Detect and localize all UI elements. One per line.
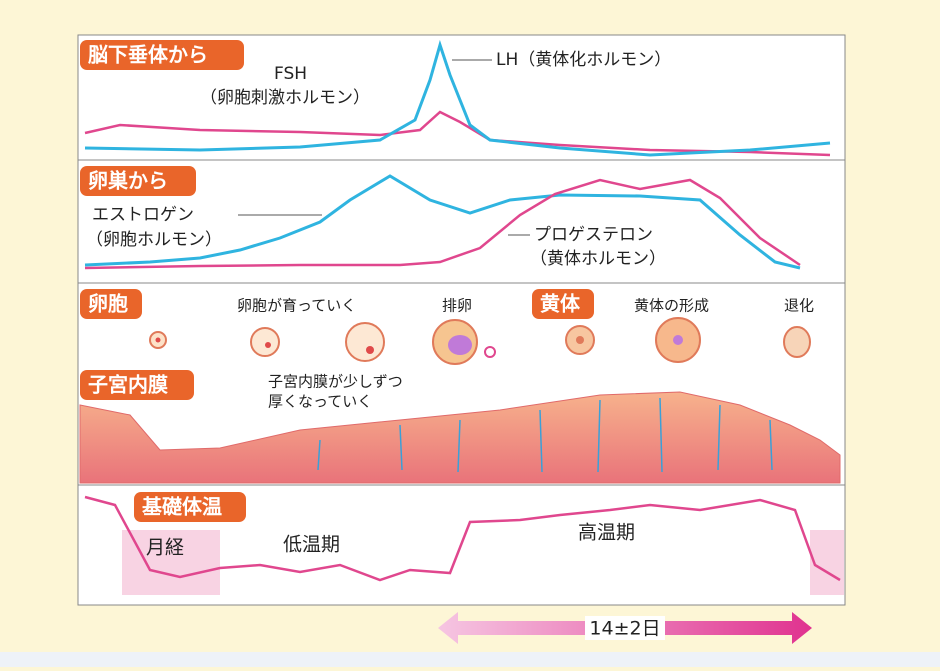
note: 厚くなっていく — [268, 393, 372, 411]
stage-label: 黄体の形成 — [634, 297, 709, 315]
hormone-sub: （卵胞刺激ホルモン） — [200, 88, 370, 108]
bottom-strip — [0, 652, 940, 667]
span-box — [585, 616, 665, 640]
hormone-label: プロゲステロン — [534, 225, 653, 245]
phase-label: 月経 — [146, 537, 184, 559]
hormone-sub: （黄体ホルモン） — [530, 249, 666, 269]
label-box — [80, 40, 244, 70]
stage-label: 卵胞が育っていく — [237, 297, 356, 315]
fsh-curve — [84, 110, 831, 157]
progesterone-curve — [84, 178, 801, 270]
phase-label: 低温期 — [283, 534, 340, 556]
label-box — [80, 370, 194, 400]
stage-label: 排卵 — [442, 297, 472, 315]
phase-label: 高温期 — [578, 522, 635, 544]
section-label: 脳下垂体から — [87, 43, 208, 67]
label-box — [134, 492, 246, 522]
label-box — [80, 289, 142, 319]
stage-label: 退化 — [784, 297, 814, 315]
temperature-curve — [84, 495, 841, 582]
vessels — [317, 397, 773, 473]
hormone-sub: （卵胞ホルモン） — [86, 230, 222, 250]
label-box — [532, 289, 594, 319]
section-label: 子宮内膜 — [88, 373, 168, 397]
label-box — [80, 166, 196, 196]
section-label: 卵巣から — [88, 169, 168, 193]
section-label: 基礎体温 — [142, 495, 222, 519]
hormone-label: FSH — [274, 64, 307, 84]
section-label: 卵胞 — [88, 292, 128, 316]
section-label: 黄体 — [540, 292, 581, 316]
menses-band — [122, 530, 220, 595]
dividers — [78, 159, 845, 486]
menses-band — [810, 530, 844, 595]
span-label: 14±2日 — [589, 618, 660, 640]
estrogen-curve — [84, 174, 801, 270]
follicle-icons — [149, 317, 811, 365]
lh-curve — [84, 39, 831, 157]
note: 子宮内膜が少しずつ — [268, 373, 403, 391]
hormone-label: LH（黄体化ホルモン） — [496, 50, 671, 70]
hormone-label: エストロゲン — [92, 205, 194, 225]
